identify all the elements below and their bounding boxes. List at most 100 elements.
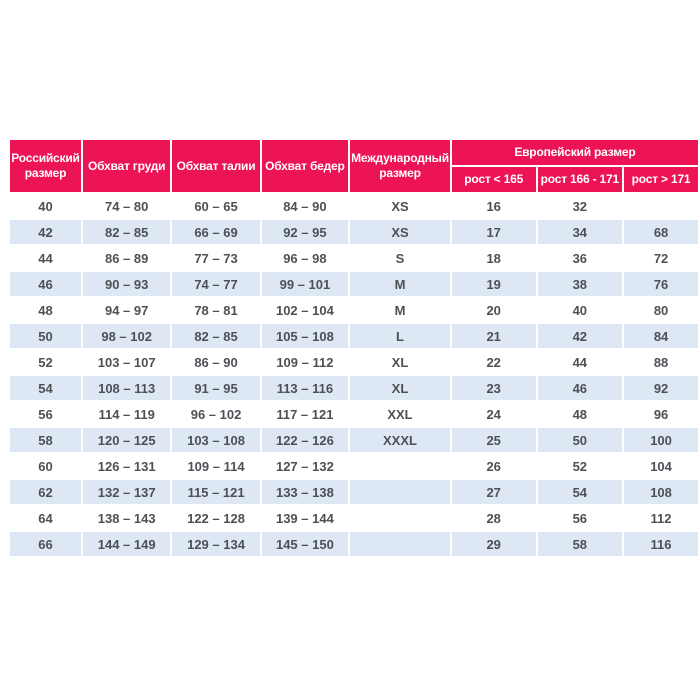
cell-russian-size: 64 [10, 506, 81, 530]
cell-waist: 82 – 85 [172, 324, 260, 348]
cell-russian-size: 58 [10, 428, 81, 452]
col-header-waist: Обхват талии [172, 140, 260, 192]
cell-hips: 92 – 95 [261, 220, 349, 244]
table-row: 62 132 – 137 115 – 121 133 – 138 27 54 108 [10, 480, 698, 504]
cell-chest: 108 – 113 [82, 376, 171, 400]
cell-chest: 94 – 97 [82, 298, 171, 322]
table-row: 46 90 – 93 74 – 77 99 – 101 M 19 38 76 [10, 272, 698, 296]
cell-chest: 132 – 137 [82, 480, 171, 504]
cell-eu-height-lt-165: 16 [451, 194, 536, 218]
table-row: 56 114 – 119 96 – 102 117 – 121 XXL 24 48 96 [10, 402, 698, 426]
cell-international-size: XL [350, 350, 450, 374]
cell-hips: 139 – 144 [261, 506, 349, 530]
cell-international-size: S [350, 246, 450, 270]
cell-russian-size: 52 [10, 350, 81, 374]
cell-hips: 113 – 116 [261, 376, 349, 400]
cell-eu-height-166-171: 46 [537, 376, 623, 400]
cell-waist: 60 – 65 [172, 194, 260, 218]
cell-waist: 86 – 90 [172, 350, 260, 374]
cell-waist: 129 – 134 [172, 532, 260, 556]
cell-waist: 74 – 77 [172, 272, 260, 296]
cell-russian-size: 44 [10, 246, 81, 270]
cell-russian-size: 66 [10, 532, 81, 556]
cell-chest: 90 – 93 [82, 272, 171, 296]
cell-hips: 84 – 90 [261, 194, 349, 218]
cell-eu-height-166-171: 38 [537, 272, 623, 296]
table-row: 52 103 – 107 86 – 90 109 – 112 XL 22 44 88 [10, 350, 698, 374]
table-row: 48 94 – 97 78 – 81 102 – 104 M 20 40 80 [10, 298, 698, 322]
cell-waist: 122 – 128 [172, 506, 260, 530]
cell-hips: 127 – 132 [261, 454, 349, 478]
cell-eu-height-gt-171: 104 [624, 454, 698, 478]
cell-chest: 74 – 80 [82, 194, 171, 218]
col-header-height-166-171: рост 166 - 171 [537, 167, 623, 192]
cell-eu-height-166-171: 32 [537, 194, 623, 218]
cell-eu-height-gt-171: 88 [624, 350, 698, 374]
cell-hips: 99 – 101 [261, 272, 349, 296]
cell-russian-size: 54 [10, 376, 81, 400]
cell-russian-size: 48 [10, 298, 81, 322]
cell-international-size: XS [350, 220, 450, 244]
cell-chest: 86 – 89 [82, 246, 171, 270]
cell-international-size [350, 532, 450, 556]
table-row: 58 120 – 125 103 – 108 122 – 126 XXXL 25 50 100 [10, 428, 698, 452]
cell-hips: 105 – 108 [261, 324, 349, 348]
cell-international-size [350, 454, 450, 478]
cell-international-size: XXL [350, 402, 450, 426]
cell-waist: 115 – 121 [172, 480, 260, 504]
table-header: Российский размер Обхват груди Обхват та… [10, 140, 698, 192]
cell-eu-height-gt-171: 112 [624, 506, 698, 530]
cell-chest: 138 – 143 [82, 506, 171, 530]
cell-eu-height-lt-165: 17 [451, 220, 536, 244]
cell-russian-size: 62 [10, 480, 81, 504]
cell-eu-height-gt-171: 80 [624, 298, 698, 322]
cell-eu-height-lt-165: 24 [451, 402, 536, 426]
cell-eu-height-lt-165: 20 [451, 298, 536, 322]
cell-waist: 91 – 95 [172, 376, 260, 400]
table-row: 64 138 – 143 122 – 128 139 – 144 28 56 112 [10, 506, 698, 530]
cell-eu-height-166-171: 40 [537, 298, 623, 322]
col-header-hips: Обхват бедер [261, 140, 349, 192]
table-row: 42 82 – 85 66 – 69 92 – 95 XS 17 34 68 [10, 220, 698, 244]
cell-international-size: M [350, 272, 450, 296]
cell-eu-height-166-171: 34 [537, 220, 623, 244]
cell-eu-height-gt-171: 68 [624, 220, 698, 244]
cell-hips: 109 – 112 [261, 350, 349, 374]
cell-eu-height-166-171: 56 [537, 506, 623, 530]
table-row: 44 86 – 89 77 – 73 96 – 98 S 18 36 72 [10, 246, 698, 270]
cell-eu-height-lt-165: 25 [451, 428, 536, 452]
cell-international-size [350, 480, 450, 504]
cell-eu-height-gt-171 [624, 194, 698, 218]
cell-international-size: L [350, 324, 450, 348]
cell-international-size: M [350, 298, 450, 322]
cell-hips: 145 – 150 [261, 532, 349, 556]
cell-eu-height-gt-171: 116 [624, 532, 698, 556]
cell-eu-height-lt-165: 21 [451, 324, 536, 348]
cell-eu-height-lt-165: 19 [451, 272, 536, 296]
cell-eu-height-lt-165: 18 [451, 246, 536, 270]
cell-hips: 122 – 126 [261, 428, 349, 452]
cell-international-size: XXXL [350, 428, 450, 452]
cell-waist: 96 – 102 [172, 402, 260, 426]
cell-chest: 144 – 149 [82, 532, 171, 556]
cell-eu-height-gt-171: 108 [624, 480, 698, 504]
cell-chest: 82 – 85 [82, 220, 171, 244]
cell-chest: 120 – 125 [82, 428, 171, 452]
cell-eu-height-166-171: 36 [537, 246, 623, 270]
cell-russian-size: 46 [10, 272, 81, 296]
cell-eu-height-gt-171: 76 [624, 272, 698, 296]
cell-waist: 103 – 108 [172, 428, 260, 452]
col-header-european-size-group: Европейский размер [451, 140, 698, 165]
cell-waist: 109 – 114 [172, 454, 260, 478]
cell-waist: 77 – 73 [172, 246, 260, 270]
cell-eu-height-166-171: 52 [537, 454, 623, 478]
cell-russian-size: 40 [10, 194, 81, 218]
cell-eu-height-lt-165: 28 [451, 506, 536, 530]
cell-eu-height-166-171: 58 [537, 532, 623, 556]
cell-chest: 126 – 131 [82, 454, 171, 478]
cell-eu-height-lt-165: 23 [451, 376, 536, 400]
table-row: 66 144 – 149 129 – 134 145 – 150 29 58 116 [10, 532, 698, 556]
table-row: 40 74 – 80 60 – 65 84 – 90 XS 16 32 [10, 194, 698, 218]
cell-eu-height-gt-171: 92 [624, 376, 698, 400]
